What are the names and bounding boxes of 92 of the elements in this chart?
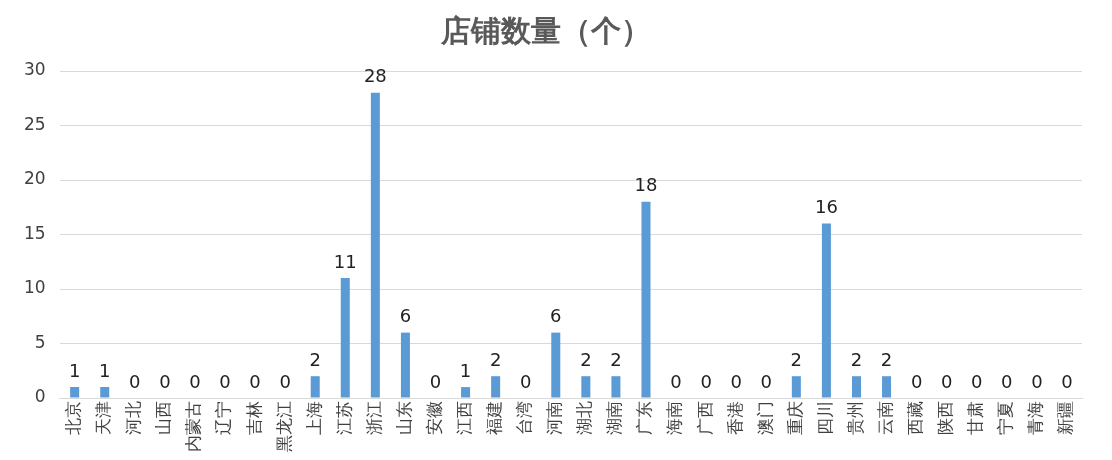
data-label: 0	[700, 370, 712, 392]
y-tick-label: 15	[23, 222, 46, 243]
x-tick-label: 黑龙江	[273, 401, 294, 452]
bar	[551, 332, 561, 398]
data-label: 0	[429, 370, 442, 392]
x-tick-label: 河北	[123, 401, 144, 435]
data-label: 0	[760, 370, 772, 392]
data-label: 0	[910, 370, 923, 392]
x-tick-label: 新疆	[1055, 401, 1076, 435]
data-label: 1	[99, 359, 111, 381]
data-label: 0	[189, 370, 201, 392]
data-label: 0	[519, 370, 532, 392]
x-tick-label: 云南	[874, 401, 895, 435]
y-tick-label: 0	[34, 386, 46, 407]
x-tick-label: 安徽	[423, 401, 444, 435]
x-tick-label: 河南	[544, 401, 565, 435]
bar	[611, 376, 621, 398]
bar	[821, 223, 831, 398]
y-tick-label: 25	[23, 113, 46, 134]
data-label: 0	[940, 370, 953, 392]
bar	[310, 376, 320, 398]
data-label: 0	[159, 370, 171, 392]
x-tick-label: 四川	[814, 401, 835, 435]
data-label: 0	[219, 370, 231, 392]
x-tick-label: 澳门	[754, 401, 775, 435]
y-tick-label: 30	[23, 59, 46, 80]
x-tick-label: 香港	[724, 401, 745, 435]
bar	[641, 201, 651, 398]
data-label: 0	[1001, 370, 1013, 392]
data-label: 0	[1061, 370, 1073, 392]
x-tick-label: 天津	[93, 401, 114, 435]
x-tick-label: 宁夏	[995, 401, 1016, 435]
x-tick-label: 湖南	[604, 401, 625, 435]
x-tick-label: 广东	[634, 401, 655, 435]
x-tick-label: 海南	[664, 401, 685, 435]
x-tick-label: 台湾	[514, 401, 535, 435]
x-tick-label: 青海	[1025, 401, 1046, 435]
x-tick-label: 西藏	[905, 401, 926, 435]
bar	[581, 376, 591, 398]
x-tick-label: 江西	[453, 401, 474, 435]
bar	[100, 387, 110, 398]
y-tick-label: 10	[23, 277, 46, 298]
x-tick-label: 浙江	[363, 401, 384, 435]
data-label: 18	[634, 174, 658, 196]
x-tick-label: 广西	[694, 401, 715, 435]
data-label: 2	[850, 348, 863, 370]
data-label: 0	[249, 370, 261, 392]
data-label: 16	[814, 196, 838, 218]
x-tick-label: 山东	[393, 401, 414, 435]
x-tick-label: 辽宁	[213, 401, 234, 435]
chart-title: 店铺数量（个）	[440, 12, 651, 48]
x-tick-label: 北京	[63, 401, 84, 435]
data-label: 0	[129, 370, 141, 392]
data-label: 0	[730, 370, 742, 392]
bar	[461, 387, 471, 398]
data-label: 2	[610, 348, 622, 370]
bar	[370, 92, 380, 398]
bar	[491, 376, 501, 398]
data-label: 2	[309, 348, 321, 370]
bar	[400, 332, 410, 398]
x-tick-label: 湖北	[574, 401, 595, 435]
x-tick-label: 重庆	[784, 401, 805, 435]
bar	[851, 376, 861, 398]
x-tick-label: 陕西	[935, 401, 956, 435]
bar	[791, 376, 801, 398]
x-tick-label: 上海	[303, 401, 324, 435]
data-label: 1	[68, 359, 81, 381]
x-tick-label: 内蒙古	[183, 401, 204, 452]
data-label: 2	[580, 348, 592, 370]
data-label: 0	[1031, 370, 1043, 392]
data-label: 2	[489, 348, 502, 370]
y-tick-label: 20	[23, 168, 46, 189]
data-label: 11	[333, 250, 357, 272]
bar	[882, 376, 892, 398]
x-tick-label: 吉林	[243, 401, 264, 435]
data-label: 1	[459, 359, 472, 381]
y-tick-label: 5	[34, 331, 46, 352]
x-tick-label: 贵州	[844, 401, 865, 435]
x-tick-label: 甘肃	[965, 401, 986, 435]
data-label: 6	[550, 305, 562, 327]
bar	[340, 278, 350, 398]
data-label: 0	[670, 370, 682, 392]
x-tick-label: 江苏	[333, 401, 354, 435]
data-label: 2	[790, 348, 803, 370]
data-label: 0	[971, 370, 983, 392]
data-label: 2	[880, 348, 893, 370]
x-tick-label: 山西	[153, 401, 174, 435]
data-label: 6	[399, 305, 412, 327]
data-label: 0	[279, 370, 291, 392]
data-label: 28	[363, 65, 387, 87]
bar	[70, 387, 80, 398]
x-tick-label: 福建	[484, 401, 505, 435]
